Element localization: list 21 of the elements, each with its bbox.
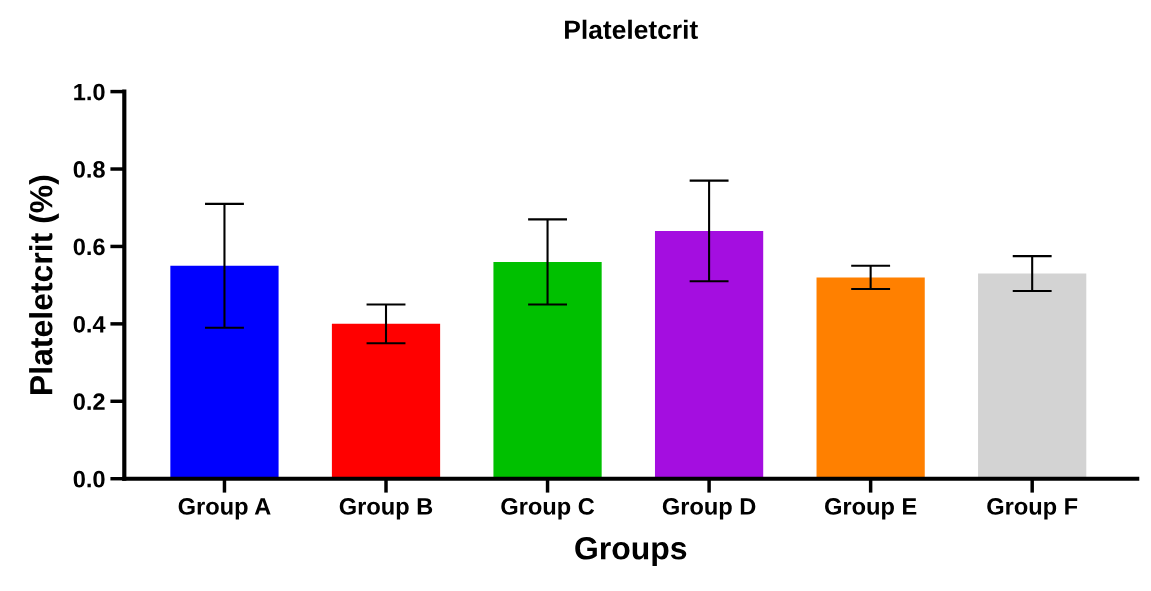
y-tick-label: 0.0 — [73, 470, 105, 488]
bar — [816, 277, 925, 479]
bar — [654, 230, 764, 479]
bar — [493, 261, 602, 479]
y-tick-label: 0.4 — [73, 315, 106, 333]
y-tick-label: 0.6 — [73, 238, 105, 256]
y-tick-label: 1.0 — [74, 83, 105, 101]
bar — [170, 265, 279, 479]
chart-title: Plateletcrit — [565, 19, 698, 40]
x-tick-label: Group A — [178, 498, 271, 520]
y-tick-label: 0.2 — [73, 393, 105, 411]
x-tick-label: Group B — [339, 498, 433, 520]
bar — [331, 323, 441, 479]
x-tick-label: Group D — [662, 498, 756, 520]
y-axis-title: Plateletcrit (%) — [29, 175, 59, 394]
x-tick-label: Group C — [501, 498, 595, 520]
x-tick-label: Group E — [825, 498, 917, 520]
x-tick-label: Group F — [987, 498, 1078, 520]
x-axis-title: Groups — [575, 536, 687, 566]
bar — [978, 273, 1087, 479]
y-tick-label: 0.8 — [73, 161, 105, 178]
